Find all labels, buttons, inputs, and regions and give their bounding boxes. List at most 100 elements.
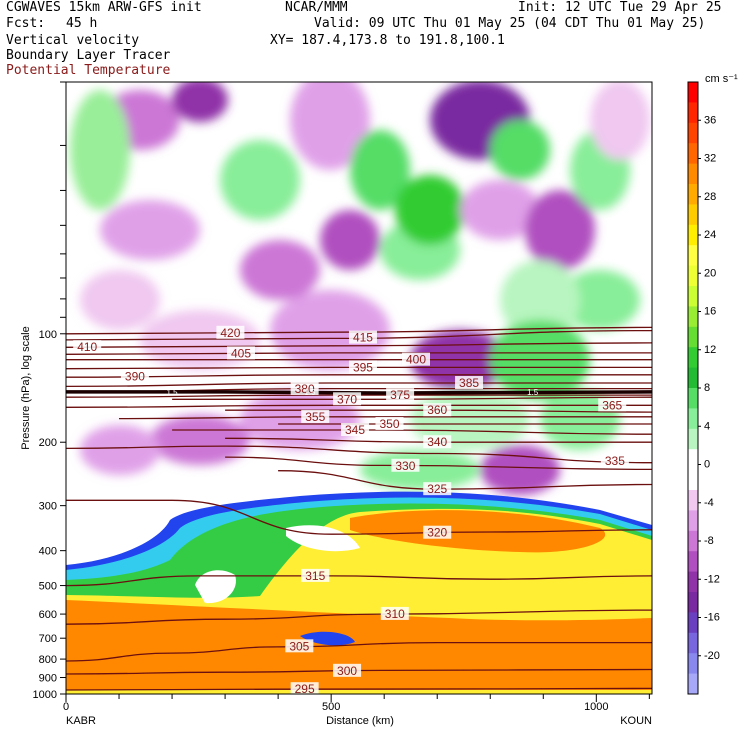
colorbar-tick-label: -8 bbox=[704, 535, 714, 547]
isentrope-label-bg bbox=[391, 458, 420, 472]
tracer-white-pocket bbox=[195, 570, 236, 604]
isentrope-label-bg bbox=[348, 360, 377, 374]
isentrope-label: 325 bbox=[427, 482, 447, 496]
colorbar-swatch bbox=[688, 428, 698, 450]
y-tick-label: 800 bbox=[39, 654, 57, 666]
colorbar-unit: cm s⁻¹ bbox=[705, 73, 738, 85]
isentrope-320 bbox=[66, 499, 652, 535]
isentrope-label-bg bbox=[290, 381, 319, 395]
isentrope-label: 390 bbox=[125, 370, 145, 384]
isentrope-label-bg bbox=[600, 454, 629, 468]
vv-blob bbox=[560, 270, 640, 330]
colorbar-swatch bbox=[688, 367, 698, 389]
header-org: NCAR/MMM bbox=[285, 0, 348, 15]
colorbar: 36 32 28 24 20 16 12 8 4 0 -4 -8 -12 -16 -20 bbox=[687, 81, 720, 695]
isentrope-label: 350 bbox=[379, 417, 399, 431]
plot-frame bbox=[65, 81, 653, 695]
header-valid: Valid: 09 UTC Thu 01 May 25 (04 CDT Thu … bbox=[314, 16, 706, 31]
isentrope-label: 300 bbox=[337, 664, 357, 678]
header-model: CGWAVES 15km ARW-GFS init bbox=[6, 0, 202, 15]
vv-blob bbox=[590, 82, 650, 160]
isentrope-label: 365 bbox=[602, 398, 622, 412]
vv-blob bbox=[220, 140, 300, 220]
colorbar-swatch bbox=[688, 449, 698, 471]
isentrope-label-bg bbox=[598, 398, 627, 412]
vv-blob bbox=[70, 90, 130, 210]
isentrope-label-bg bbox=[120, 369, 149, 383]
colorbar-swatch bbox=[688, 245, 698, 267]
vv-blob bbox=[80, 270, 160, 330]
isentrope-label: 375 bbox=[390, 388, 410, 402]
isentrope-label-bg bbox=[73, 340, 102, 354]
colorbar-tick-label: 36 bbox=[704, 114, 716, 126]
colorbar-swatch bbox=[688, 204, 698, 226]
isentrope-295 bbox=[66, 687, 652, 691]
isentrope-label-bg bbox=[216, 325, 245, 339]
y-tick-label: 1000 bbox=[33, 689, 57, 701]
isentrope-labels: 295 300 305 310 315 320 325 330 335 340 345 350 355 3… bbox=[73, 325, 629, 696]
isentrope-label-bg bbox=[423, 482, 452, 496]
colorbar-swatch bbox=[688, 571, 698, 593]
isentrope-label: 420 bbox=[220, 326, 240, 340]
isentrope-label-bg bbox=[348, 330, 377, 344]
colorbar-swatch bbox=[688, 612, 698, 634]
isentrope-390 bbox=[66, 374, 652, 378]
colorbar-tick-label: 12 bbox=[704, 344, 716, 356]
colorbar-swatch bbox=[688, 306, 698, 328]
isentrope-label-bg bbox=[227, 346, 256, 360]
colorbar-swatch bbox=[688, 286, 698, 307]
tropopause-label: 1.5 bbox=[304, 388, 316, 397]
isentrope-410 bbox=[66, 342, 652, 348]
isentrope-label-bg bbox=[341, 423, 370, 437]
isentrope-label-bg bbox=[380, 606, 409, 620]
vv-blob bbox=[172, 82, 228, 122]
colorbar-swatch bbox=[688, 347, 698, 369]
x-tick-label: 500 bbox=[322, 701, 340, 713]
tropopause-label: 1.5 bbox=[167, 388, 179, 397]
header-xy: XY= 187.4,173.8 to 191.8,100.1 bbox=[270, 33, 505, 48]
isentrope-420 bbox=[66, 326, 652, 335]
isentrope-355 bbox=[118, 416, 652, 420]
vv-blob bbox=[350, 130, 410, 210]
y-tick-label: 500 bbox=[39, 581, 57, 593]
isentrope-label: 315 bbox=[305, 569, 325, 583]
header-fcst-value: 45 h bbox=[66, 16, 98, 31]
vv-blob bbox=[525, 190, 595, 270]
colorbar-tick-label: 0 bbox=[704, 459, 710, 471]
colorbar-swatch bbox=[688, 224, 698, 246]
colorbar-swatch bbox=[688, 530, 698, 552]
isentrope-label: 340 bbox=[427, 435, 447, 449]
isentrope-395 bbox=[66, 366, 652, 370]
vv-blob bbox=[100, 200, 200, 260]
isentrope-label-bg bbox=[301, 568, 330, 582]
colorbar-swatch bbox=[688, 673, 698, 695]
colorbar-tick-label: 20 bbox=[704, 267, 716, 279]
colorbar-swatch bbox=[688, 163, 698, 185]
y-axis: 100 200 300 400 500 600 700 800 900 1000 bbox=[33, 81, 66, 701]
isentrope-label: 310 bbox=[385, 607, 405, 621]
colorbar-swatch bbox=[688, 510, 698, 532]
isentrope-300 bbox=[66, 668, 652, 675]
colorbar-tick-label: -12 bbox=[704, 573, 720, 585]
isentrope-label: 380 bbox=[295, 382, 315, 396]
isentrope-label: 405 bbox=[231, 346, 251, 360]
isentrope-375 bbox=[66, 394, 652, 398]
tracer-orange-upper bbox=[350, 510, 606, 553]
header-init: Init: 12 UTC Tue 29 Apr 25 bbox=[518, 0, 722, 15]
isentrope-label-bg bbox=[455, 376, 484, 390]
isentrope-385 bbox=[66, 382, 652, 388]
isentrope-415 bbox=[66, 329, 652, 341]
vv-blob bbox=[270, 290, 390, 370]
vv-blob bbox=[240, 240, 320, 300]
isentrope-335 bbox=[66, 445, 652, 464]
colorbar-tick-label: -4 bbox=[704, 497, 714, 509]
colorbar-swatch bbox=[688, 408, 698, 430]
vv-blob bbox=[290, 82, 370, 170]
isentrope-label: 320 bbox=[427, 526, 447, 540]
colorbar-swatch bbox=[688, 82, 698, 103]
isentrope-label: 330 bbox=[395, 459, 415, 473]
colorbar-swatch bbox=[688, 265, 698, 287]
colorbar-tick-label: 16 bbox=[704, 306, 716, 318]
tropopause-label: 1.5 bbox=[527, 388, 539, 397]
